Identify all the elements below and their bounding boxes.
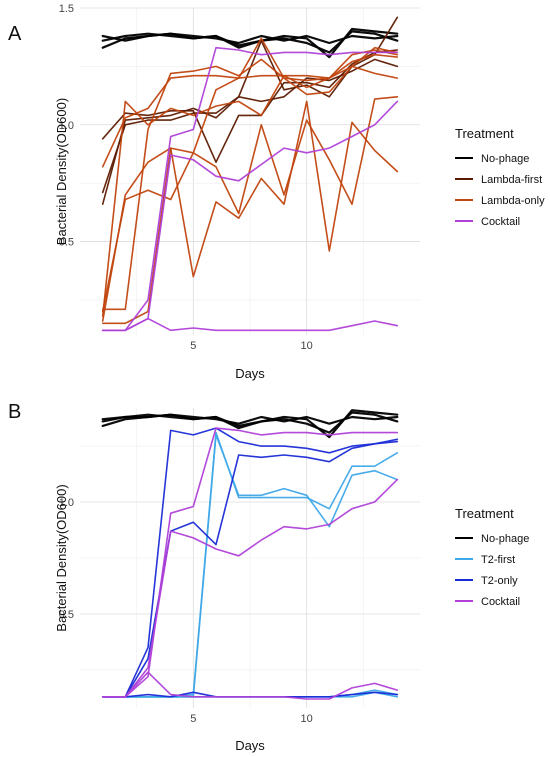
chart-panel-a: 5 10 0.5 1.0 1.5 Days Bacterial Density(OD600)… — [8, 3, 545, 381]
series-line-no-phage — [101, 27, 399, 59]
legend-entry: Lambda-only — [481, 195, 545, 207]
series-group — [101, 409, 399, 700]
legend-entry: T2-only — [481, 575, 518, 587]
series-line-lambda-only — [101, 65, 399, 318]
series-line-no-phage — [101, 413, 399, 427]
y-axis-label: Bacterial Density(OD600) — [54, 484, 69, 631]
legend: Treatment No-phage T2-first T2-only Cocktail — [455, 506, 529, 608]
x-axis-label: Days — [235, 738, 265, 753]
y-tick-label: 0.5 — [59, 609, 74, 621]
legend-entry: T2-first — [481, 554, 515, 566]
legend-title: Treatment — [455, 506, 514, 521]
legend: Treatment No-phage Lambda-first Lambda-only… — [455, 126, 545, 228]
x-tick-label: 5 — [190, 340, 196, 352]
series-line-lambda-only — [101, 100, 399, 322]
panel-letter: B — [8, 401, 21, 423]
legend-entry: Cocktail — [481, 596, 520, 608]
y-tick-label: 0.5 — [59, 237, 74, 249]
series-line-lambda-only — [101, 37, 399, 325]
series-line-lambda-only — [101, 46, 399, 311]
y-tick-label: 1.0 — [59, 497, 74, 509]
grid-lines — [80, 7, 420, 335]
series-line-cocktail — [101, 478, 399, 698]
series-line-no-phage — [101, 409, 399, 439]
series-line-t2-only — [101, 438, 399, 698]
grid-lines — [80, 408, 420, 708]
series-line-lambda-only — [101, 96, 399, 313]
legend-title: Treatment — [455, 126, 514, 141]
x-tick-label: 5 — [190, 713, 196, 725]
series-line-lambda-only — [101, 53, 399, 168]
y-axis-label: Bacterial Density(OD600) — [54, 98, 69, 245]
legend-entry: No-phage — [481, 153, 529, 165]
series-line-cocktail — [101, 100, 399, 332]
series-line-no-phage — [101, 32, 399, 49]
panel-letter: A — [8, 23, 22, 45]
y-tick-label: 1.5 — [59, 3, 74, 15]
chart-panel-b: 5 10 0.5 1.0 Days Bacterial Density(OD600) B Tr… — [8, 401, 529, 753]
series-group — [101, 16, 399, 332]
series-line-t2-only — [101, 427, 399, 698]
y-tick-label: 1.0 — [59, 120, 74, 132]
series-line-cocktail — [101, 46, 399, 332]
x-tick-label: 10 — [301, 713, 313, 725]
legend-entry: Cocktail — [481, 216, 520, 228]
x-axis-label: Days — [235, 366, 265, 381]
series-line-cocktail — [101, 317, 399, 332]
legend-entry: No-phage — [481, 533, 529, 545]
series-line-cocktail — [101, 671, 399, 700]
x-tick-label: 10 — [301, 340, 313, 352]
legend-entry: Lambda-first — [481, 174, 542, 186]
